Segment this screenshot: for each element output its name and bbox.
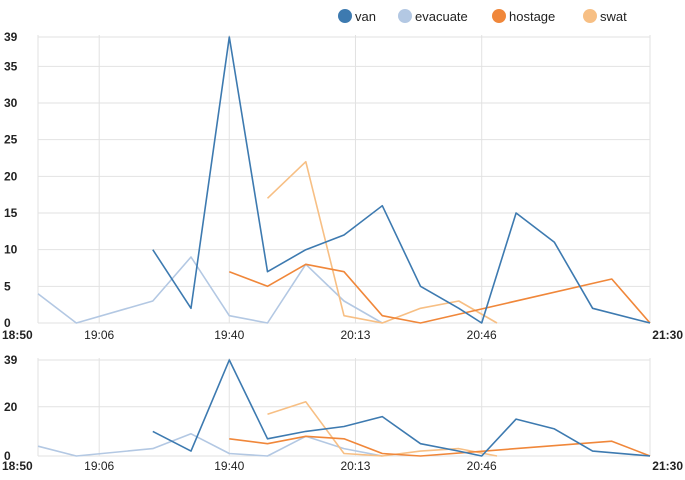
legend-label-hostage: hostage [509,9,555,24]
overview-x-tick-label: 20:13 [340,459,370,473]
overview-x-tick-label: 20:46 [467,459,497,473]
overview-chart-panel[interactable]: 0 20 39 18:50 19:06 19:40 20:13 20:46 21:30 [2,353,683,473]
overview-series-line-swat [267,401,498,457]
main-x-axis: 18:50 19:06 19:40 20:13 20:46 21:30 [2,328,683,342]
legend: van evacuate hostage swat [338,9,627,24]
main-y-tick-label: 15 [4,206,18,220]
overview-y-axis: 0 20 39 [4,353,18,463]
main-y-axis: 0 5 10 15 20 25 30 35 39 [4,30,18,330]
main-y-tick-label: 10 [4,243,18,257]
legend-swatch-evacuate [398,9,412,23]
main-y-tick-label: 0 [4,316,11,330]
main-chart-panel: 0 5 10 15 20 25 30 35 39 18:50 19:06 19:40 20:13 20:… [2,30,683,342]
overview-x-tick-label: 19:40 [214,459,244,473]
legend-swatch-swat [583,9,597,23]
overview-series-line-hostage [229,435,651,457]
main-series-line-swat [266,160,498,324]
main-y-tick-label: 39 [4,30,18,44]
main-y-tick-label: 20 [4,169,18,183]
main-series-line-hostage [229,263,651,324]
legend-item-hostage[interactable]: hostage [492,9,555,24]
main-x-tick-label: 20:13 [340,328,370,342]
overview-x-tick-label: 19:06 [84,459,114,473]
main-x-tick-label: 19:06 [84,328,114,342]
main-y-tick-label: 25 [4,133,18,147]
main-y-tick-label: 30 [4,96,18,110]
legend-item-van[interactable]: van [338,9,376,24]
overview-series-line-van [152,359,651,457]
overview-x-tick-label: 18:50 [2,459,33,473]
legend-label-swat: swat [600,9,627,24]
main-y-tick-label: 35 [4,59,18,73]
overview-series-lines [37,359,651,457]
overview-y-tick-label: 39 [4,353,18,367]
main-x-tick-label: 19:40 [214,328,244,342]
overview-y-tick-label: 0 [4,449,11,463]
main-series-line-van [152,36,651,324]
legend-item-swat[interactable]: swat [583,9,627,24]
overview-y-tick-label: 20 [4,400,18,414]
legend-swatch-van [338,9,352,23]
overview-x-axis: 18:50 19:06 19:40 20:13 20:46 21:30 [2,459,683,473]
main-y-tick-label: 5 [4,279,11,293]
overview-series-line-evacuate [37,433,383,457]
legend-label-van: van [355,9,376,24]
main-series-line-evacuate [37,256,383,324]
main-x-tick-label: 20:46 [467,328,497,342]
legend-item-evacuate[interactable]: evacuate [398,9,468,24]
legend-label-evacuate: evacuate [415,9,468,24]
overview-x-tick-label: 21:30 [652,459,683,473]
main-x-tick-label: 21:30 [652,328,683,342]
main-x-tick-label: 18:50 [2,328,33,342]
overview-gridlines [37,358,651,457]
main-series-lines [37,36,651,324]
main-gridlines [37,35,651,324]
legend-swatch-hostage [492,9,506,23]
